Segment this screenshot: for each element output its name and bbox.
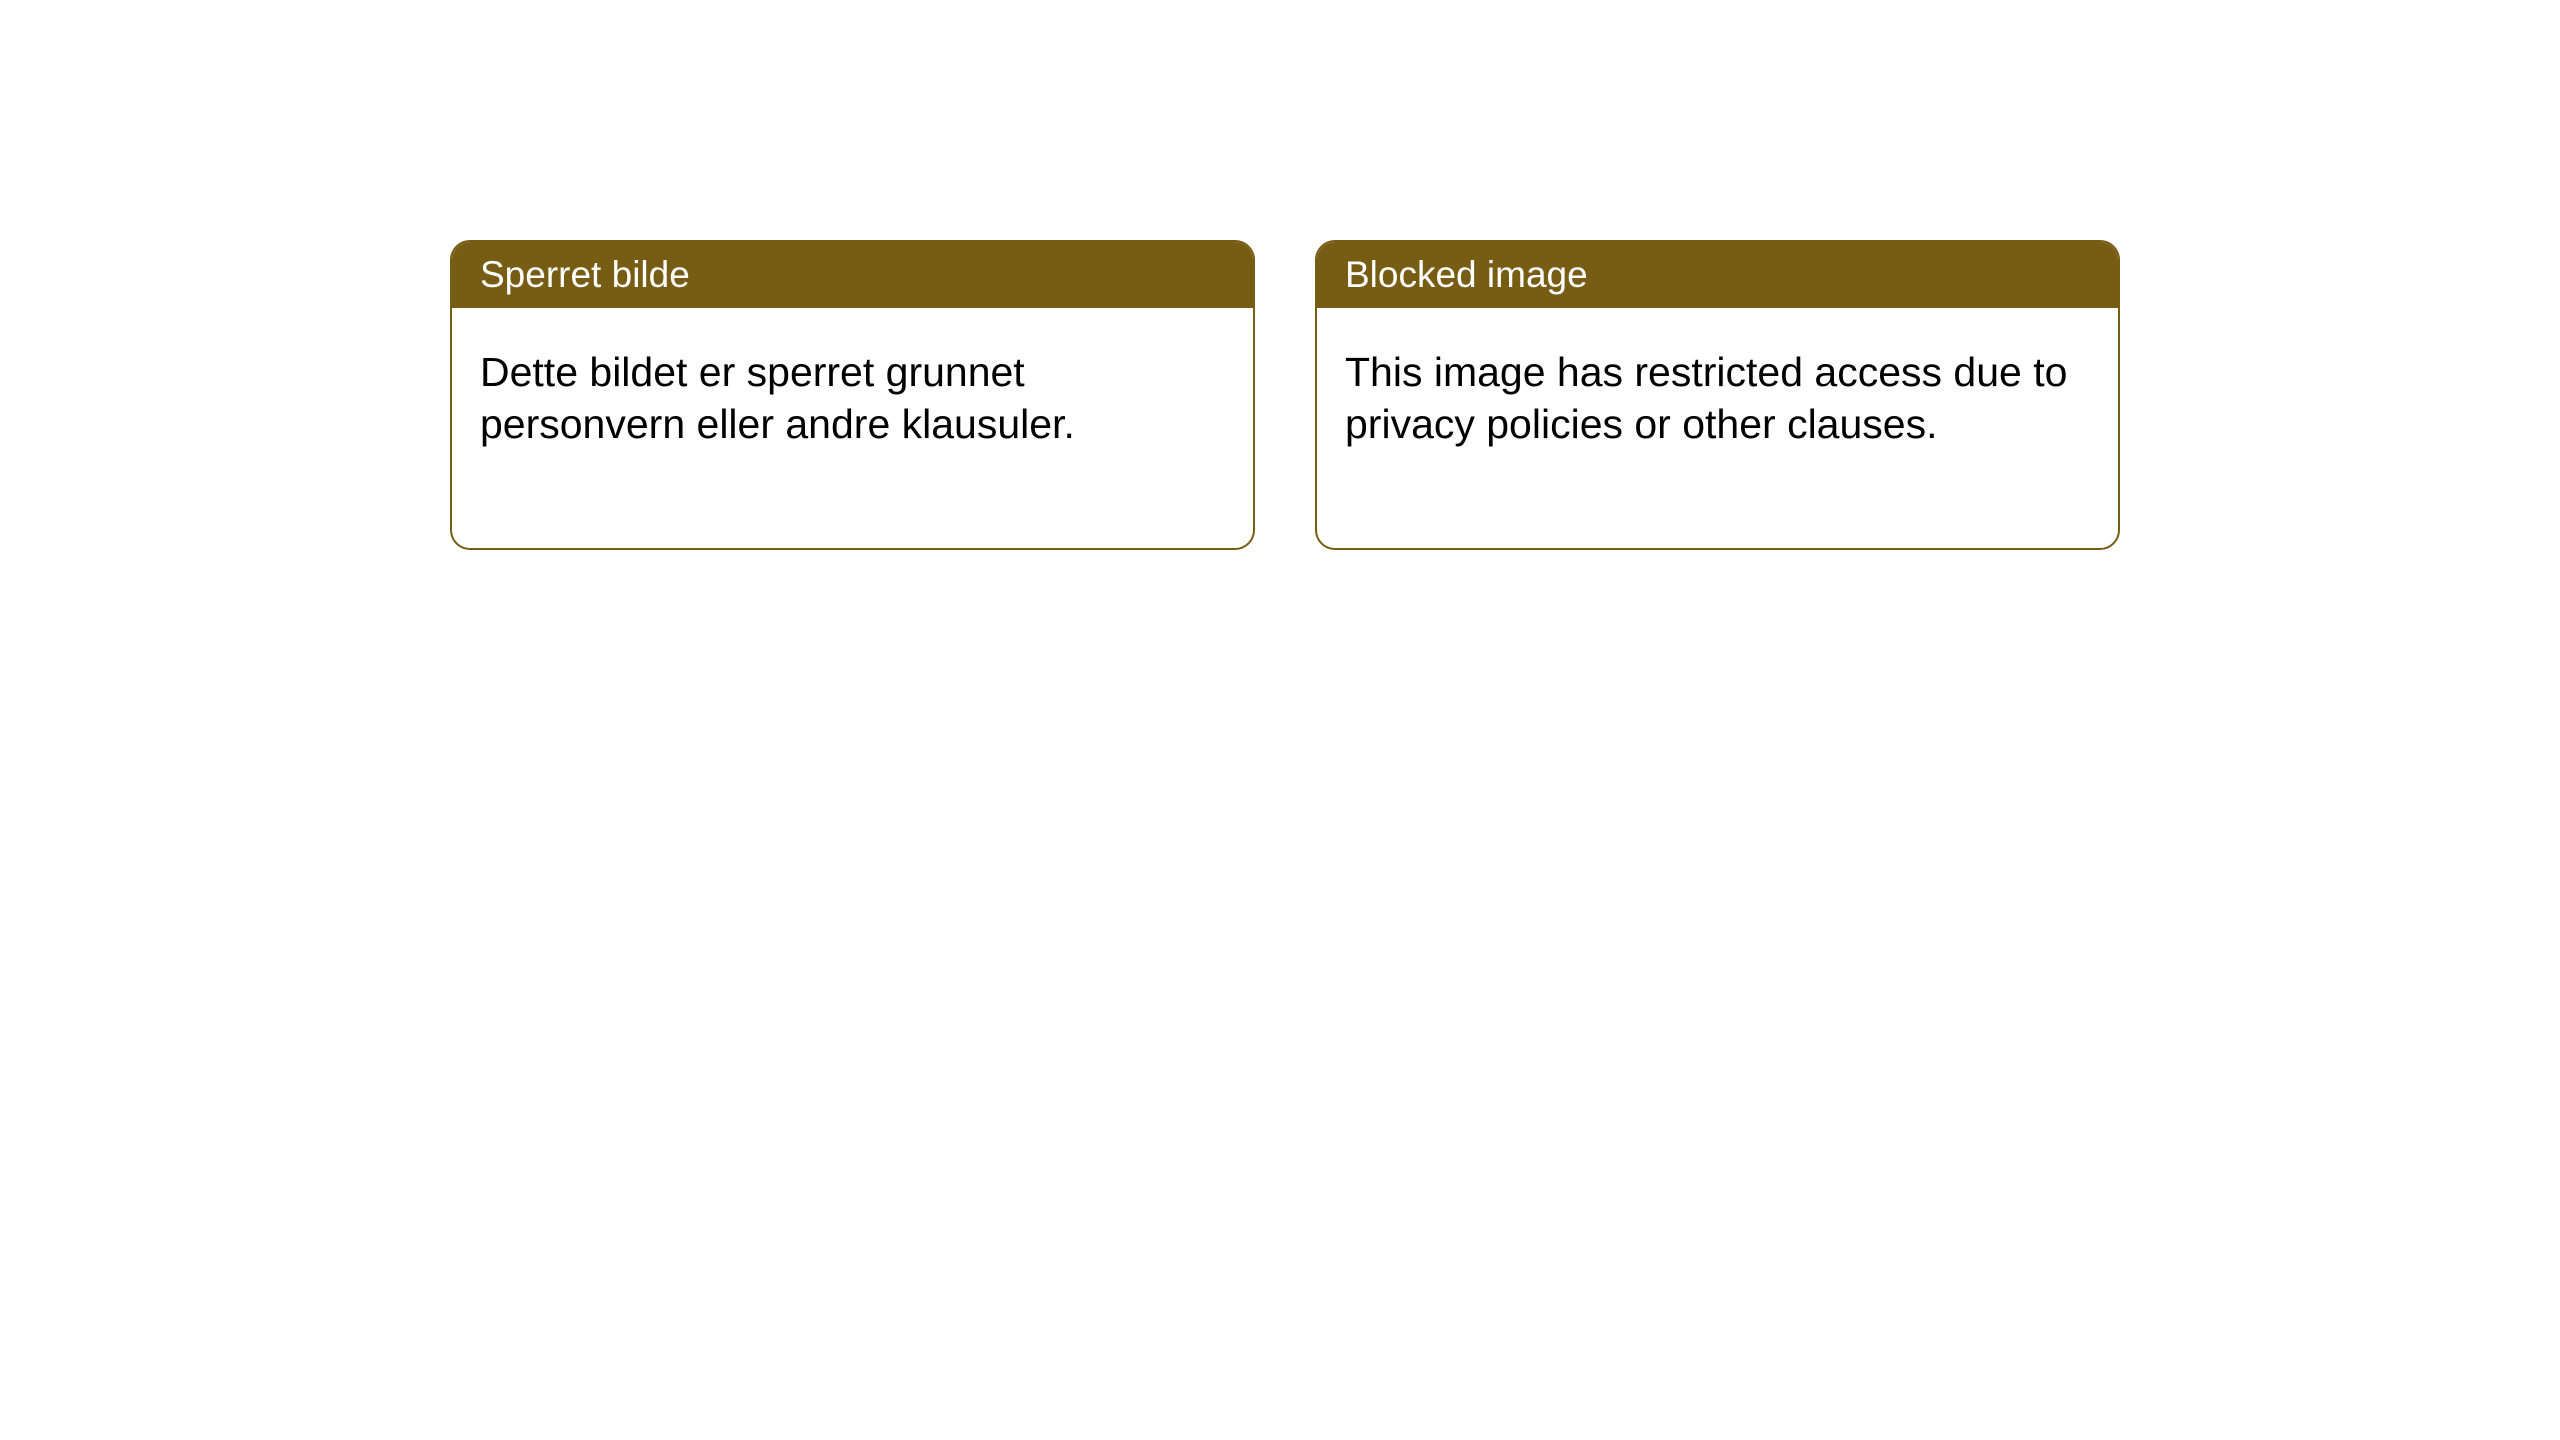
notice-body-english: This image has restricted access due to … [1317, 308, 2118, 548]
notice-card-english: Blocked image This image has restricted … [1315, 240, 2120, 550]
notice-container: Sperret bilde Dette bildet er sperret gr… [0, 0, 2560, 550]
notice-title-norwegian: Sperret bilde [452, 242, 1253, 308]
notice-title-english: Blocked image [1317, 242, 2118, 308]
notice-body-norwegian: Dette bildet er sperret grunnet personve… [452, 308, 1253, 548]
notice-card-norwegian: Sperret bilde Dette bildet er sperret gr… [450, 240, 1255, 550]
